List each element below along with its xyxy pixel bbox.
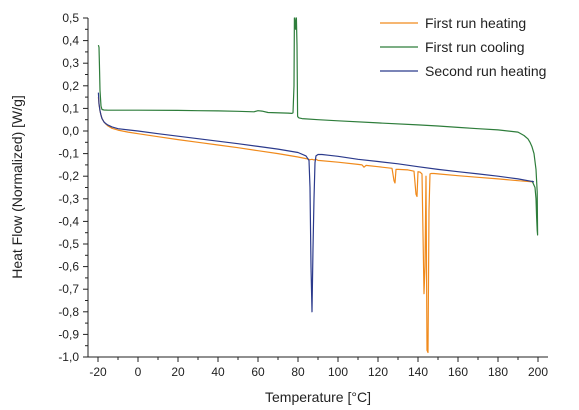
x-tick-label: 120 xyxy=(368,365,388,379)
x-axis-title: Temperature [°C] xyxy=(265,389,371,405)
x-tick-label: 160 xyxy=(448,365,468,379)
y-tick-label: -1,0 xyxy=(58,350,79,364)
series-line-first-run-cooling xyxy=(97,17,539,236)
series-line-first-run-heating xyxy=(97,97,533,354)
y-tick-label: -0,3 xyxy=(58,192,79,206)
x-tick-label: 20 xyxy=(171,365,185,379)
y-tick-label: 0,1 xyxy=(62,101,79,115)
legend-label-second-run-heating: Second run heating xyxy=(425,63,546,79)
y-tick-label: -0,6 xyxy=(58,260,79,274)
x-tick-label: 0 xyxy=(135,365,142,379)
y-tick-label: -0,8 xyxy=(58,305,79,319)
legend: First run heating First run cooling Seco… xyxy=(380,15,546,79)
x-tick-label: 60 xyxy=(251,365,265,379)
y-tick-label: -0,5 xyxy=(58,237,79,251)
y-tick-label: 0,5 xyxy=(62,11,79,25)
legend-label-first-run-heating: First run heating xyxy=(425,15,526,31)
y-tick-label: 0,0 xyxy=(62,124,79,138)
x-tick-label: 80 xyxy=(291,365,305,379)
y-tick-label: -0,2 xyxy=(58,169,79,183)
x-tick-label: 180 xyxy=(488,365,508,379)
y-tick-label: -0,4 xyxy=(58,214,79,228)
y-tick-label: -0,1 xyxy=(58,147,79,161)
y-tick-label: -0,9 xyxy=(58,327,79,341)
x-tick-label: -20 xyxy=(89,365,107,379)
x-tick-label: 100 xyxy=(328,365,348,379)
y-tick-label: -0,7 xyxy=(58,282,79,296)
x-ticks: -20 0 20 40 60 80 100 120 140 160 180 200 xyxy=(89,357,548,379)
series-line-second-run-heating xyxy=(97,92,535,313)
x-tick-label: 200 xyxy=(528,365,548,379)
legend-label-first-run-cooling: First run cooling xyxy=(425,39,525,55)
y-tick-label: 0,4 xyxy=(62,34,79,48)
series-group xyxy=(97,17,539,354)
x-tick-label: 140 xyxy=(408,365,428,379)
x-tick-label: 40 xyxy=(211,365,225,379)
y-ticks: 0,5 0,4 0,3 0,2 0,1 0,0 -0,1 -0,2 -0,3 -0,4 -0,5 -0… xyxy=(58,11,88,364)
y-tick-label: 0,3 xyxy=(62,56,79,70)
y-tick-label: 0,2 xyxy=(62,79,79,93)
y-axis-title: Heat Flow (Normalized) [W/g] xyxy=(9,95,25,279)
